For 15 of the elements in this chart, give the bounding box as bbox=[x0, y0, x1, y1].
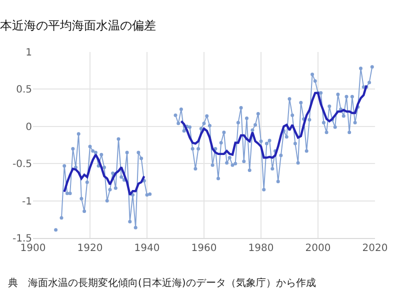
y-tick-label: 1 bbox=[26, 48, 32, 58]
y-tick-label: 0.5 bbox=[16, 84, 32, 96]
y-tick-label: -1 bbox=[22, 196, 32, 208]
x-tick-label: 2020 bbox=[362, 243, 388, 254]
y-tick-label: -1.5 bbox=[12, 234, 32, 244]
y-tick-label: -0.5 bbox=[12, 159, 32, 170]
chart-title: 本近海の平均海面水温の偏差 bbox=[0, 18, 156, 32]
x-tick-label: 1920 bbox=[77, 243, 103, 254]
x-tick-label: 1980 bbox=[248, 243, 274, 254]
x-tick-label: 2000 bbox=[305, 243, 331, 254]
x-tick-label: 1900 bbox=[20, 243, 46, 254]
text: 典 海面水温の長期変化傾向(日本近海)のデータ（気象庁）から作成 bbox=[8, 277, 316, 289]
x-tick-label: 1960 bbox=[191, 243, 217, 254]
y-tick-label: 0 bbox=[26, 122, 32, 133]
x-tick-label: 1940 bbox=[134, 243, 160, 254]
